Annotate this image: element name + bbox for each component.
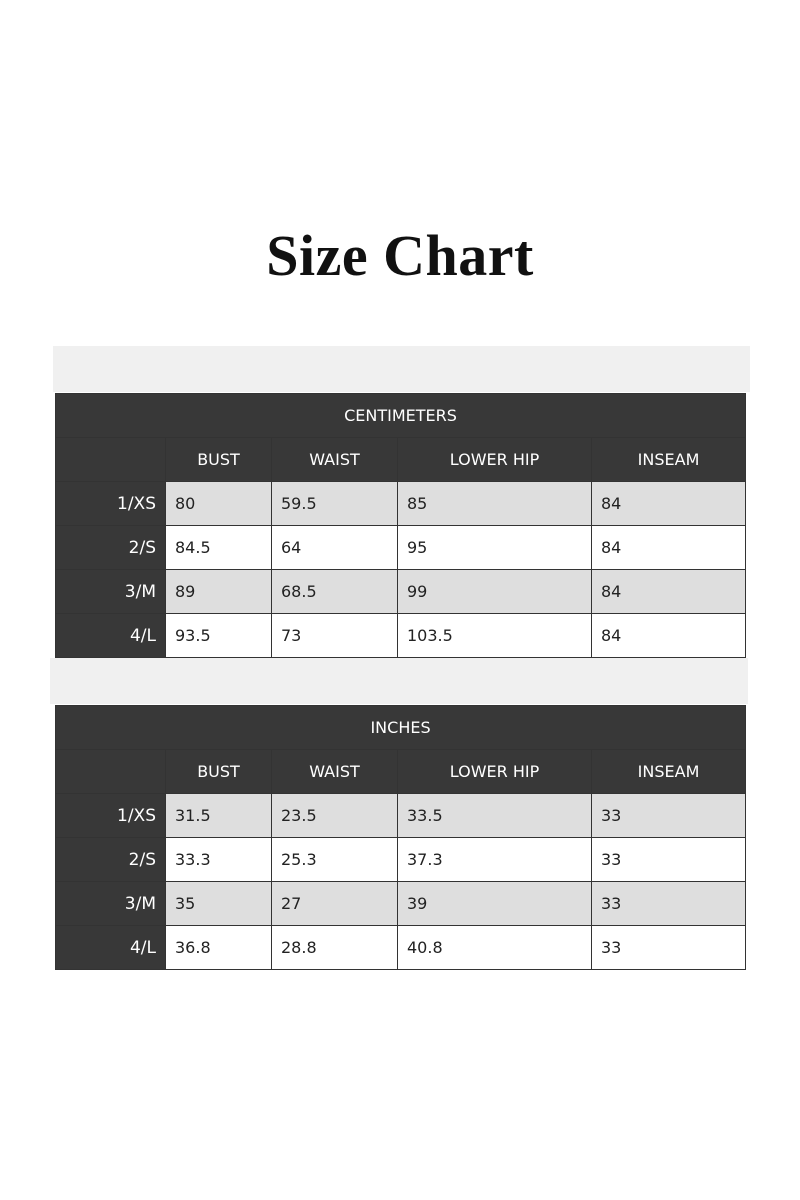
measurement-cell: 40.8 — [397, 925, 592, 970]
measurement-cell: 33.5 — [397, 793, 592, 838]
measurement-cell: 33 — [590, 837, 747, 882]
spacer-band — [53, 346, 750, 392]
measurement-cell: 68.5 — [271, 569, 398, 614]
measurement-cell: 36.8 — [165, 925, 272, 970]
measurement-cell: 28.8 — [271, 925, 398, 970]
table-row: 1/XS 80 59.5 85 84 — [55, 481, 747, 526]
measurement-cell: 84 — [590, 569, 747, 614]
measurement-cell: 33 — [590, 925, 747, 970]
column-header: LOWER HIP — [397, 749, 592, 794]
corner-cell — [55, 437, 166, 482]
measurement-cell: 85 — [397, 481, 592, 526]
measurement-cell: 25.3 — [271, 837, 398, 882]
unit-header: CENTIMETERS — [54, 393, 747, 438]
column-header: LOWER HIP — [397, 437, 592, 482]
table-row: 2/S 33.3 25.3 37.3 33 — [55, 837, 747, 882]
measurement-cell: 59.5 — [271, 481, 398, 526]
measurement-cell: 80 — [165, 481, 272, 526]
column-header: BUST — [165, 749, 272, 794]
measurement-cell: 84 — [590, 525, 747, 570]
measurement-cell: 31.5 — [165, 793, 272, 838]
size-label: 1/XS — [55, 793, 166, 838]
column-header: WAIST — [271, 749, 398, 794]
column-header: INSEAM — [590, 749, 747, 794]
size-table-centimeters: CENTIMETERS BUST WAIST LOWER HIP INSEAM 1/XS 8… — [54, 393, 747, 658]
measurement-cell: 37.3 — [397, 837, 592, 882]
measurement-cell: 93.5 — [165, 613, 272, 658]
table-row: 4/L 36.8 28.8 40.8 33 — [55, 925, 747, 970]
page-title: Size Chart — [266, 223, 534, 288]
measurement-cell: 64 — [271, 525, 398, 570]
column-header: WAIST — [271, 437, 398, 482]
measurement-cell: 84.5 — [165, 525, 272, 570]
size-label: 2/S — [55, 837, 166, 882]
corner-cell — [55, 749, 166, 794]
measurement-cell: 27 — [271, 881, 398, 926]
measurement-cell: 84 — [590, 613, 747, 658]
column-header: INSEAM — [590, 437, 747, 482]
measurement-cell: 95 — [397, 525, 592, 570]
table-row: 4/L 93.5 73 103.5 84 — [55, 613, 747, 658]
size-label: 2/S — [55, 525, 166, 570]
measurement-cell: 84 — [590, 481, 747, 526]
measurement-cell: 33 — [590, 793, 747, 838]
size-label: 1/XS — [55, 481, 166, 526]
measurement-cell: 73 — [271, 613, 398, 658]
measurement-cell: 33.3 — [165, 837, 272, 882]
measurement-cell: 103.5 — [397, 613, 592, 658]
measurement-cell: 99 — [397, 569, 592, 614]
measurement-cell: 33 — [590, 881, 747, 926]
measurement-cell: 23.5 — [271, 793, 398, 838]
size-label: 3/M — [55, 881, 166, 926]
column-header: BUST — [165, 437, 272, 482]
measurement-cell: 39 — [397, 881, 592, 926]
size-table-inches: INCHES BUST WAIST LOWER HIP INSEAM 1/XS 31.5 23… — [54, 705, 747, 970]
size-label: 4/L — [55, 925, 166, 970]
unit-header: INCHES — [54, 705, 747, 750]
table-row: 3/M 89 68.5 99 84 — [55, 569, 747, 614]
measurement-cell: 35 — [165, 881, 272, 926]
spacer-band — [50, 658, 748, 704]
size-label: 3/M — [55, 569, 166, 614]
table-row: 3/M 35 27 39 33 — [55, 881, 747, 926]
table-row: 1/XS 31.5 23.5 33.5 33 — [55, 793, 747, 838]
size-label: 4/L — [55, 613, 166, 658]
table-row: 2/S 84.5 64 95 84 — [55, 525, 747, 570]
measurement-cell: 89 — [165, 569, 272, 614]
